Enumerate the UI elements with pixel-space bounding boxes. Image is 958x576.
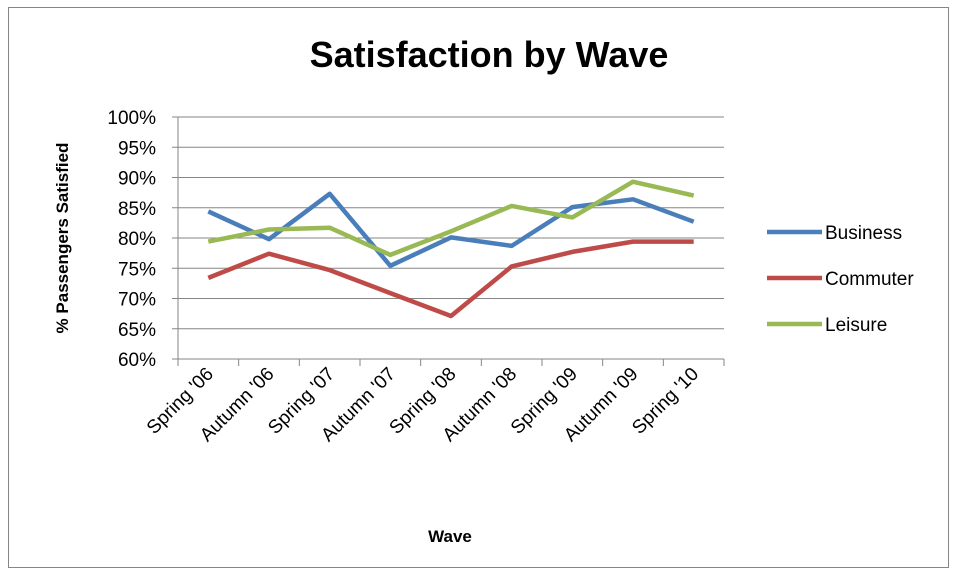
x-axis-title: Wave <box>428 527 472 546</box>
legend-label-commuter: Commuter <box>825 269 914 290</box>
series-lines <box>207 179 695 319</box>
series-line-leisure <box>207 179 695 258</box>
y-tick-label: 65% <box>118 320 156 341</box>
y-tick-label: 75% <box>118 259 156 280</box>
chart-area <box>8 7 949 568</box>
x-tick-label: Spring '10 <box>628 364 703 439</box>
chart-title: Satisfaction by Wave <box>310 34 669 75</box>
y-tick-label: 100% <box>107 108 156 129</box>
legend-label-business: Business <box>825 223 902 244</box>
legend-label-leisure: Leisure <box>825 315 887 336</box>
legend: Business Commuter Leisure <box>767 223 914 336</box>
y-tick-label: 85% <box>118 199 156 220</box>
y-tick-label: 80% <box>118 229 156 250</box>
axes <box>177 117 725 366</box>
series-line-commuter <box>207 239 694 319</box>
y-tick-label: 70% <box>118 290 156 311</box>
y-tick-label: 95% <box>118 138 156 159</box>
y-tick-label: 90% <box>118 169 156 190</box>
y-tick-label: 60% <box>118 350 156 371</box>
y-axis-title: % Passengers Satisfied <box>53 143 72 334</box>
series-line-business <box>207 191 695 269</box>
y-tick-labels: 60% 65% 70% 75% 80% 85% 90% 95% 100% <box>107 108 156 371</box>
